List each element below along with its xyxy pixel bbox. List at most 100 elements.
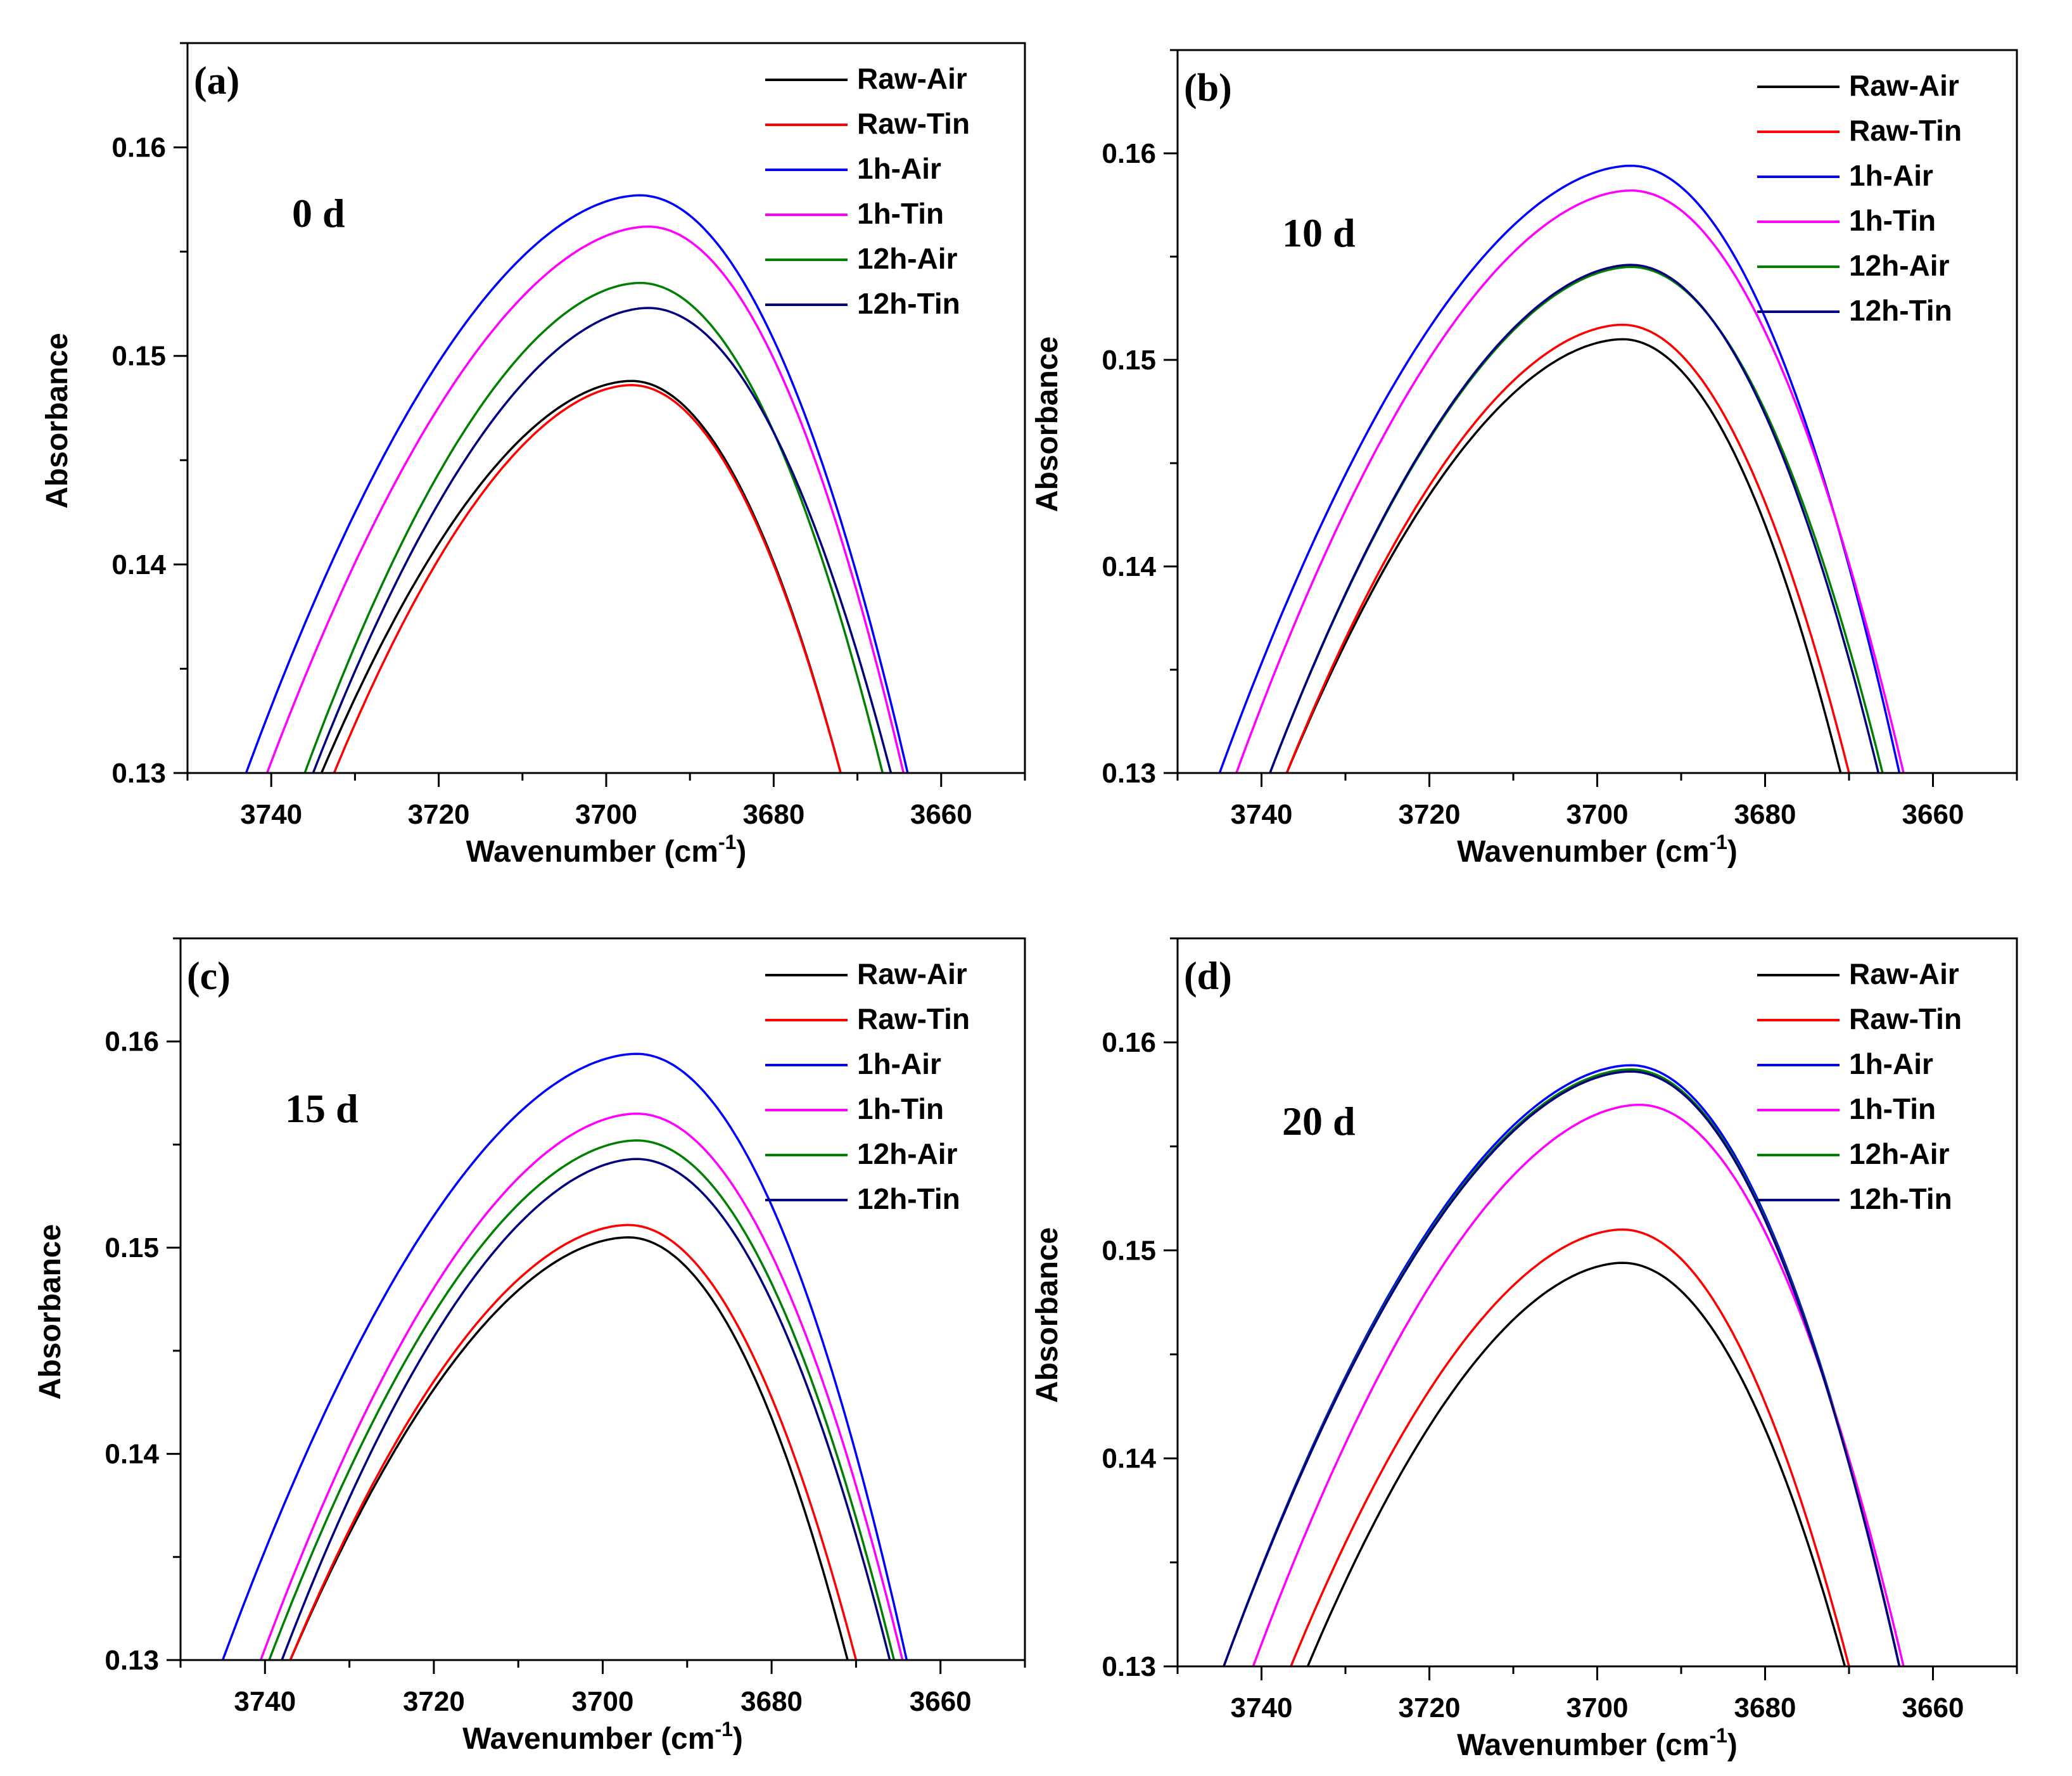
series-line-raw-tin bbox=[333, 384, 842, 773]
x-tick-label: 3660 bbox=[910, 799, 972, 830]
x-tick-label: 3680 bbox=[740, 1686, 803, 1717]
x-tick-label: 3700 bbox=[1567, 1692, 1629, 1723]
y-tick-label: 0.14 bbox=[111, 549, 166, 580]
legend: Raw-Air Raw-Tin 1h-Air 1h-Tin 12h-Air 12h-Tin bbox=[765, 62, 970, 320]
legend-label: Raw-Tin bbox=[857, 1002, 970, 1035]
legend-label: 12h-Tin bbox=[1849, 294, 1952, 327]
x-tick-label: 3740 bbox=[234, 1686, 296, 1717]
x-axis-title-superscript: -1 bbox=[1709, 1724, 1727, 1747]
x-tick-label: 3740 bbox=[1231, 799, 1293, 830]
series-line-1h-tin bbox=[1252, 1103, 1905, 1666]
x-axis-title: Wavenumber (cm-1) bbox=[1457, 1724, 1738, 1762]
y-axis-title: Absorbance bbox=[1031, 1227, 1064, 1403]
y-axis-title: Absorbance bbox=[41, 333, 74, 508]
y-tick-label: 0.15 bbox=[1102, 345, 1156, 376]
y-tick-label: 0.14 bbox=[105, 1439, 159, 1470]
legend-label: Raw-Air bbox=[1849, 69, 1959, 102]
panel-label: (b) bbox=[1184, 67, 1232, 110]
y-tick-label: 0.13 bbox=[111, 758, 166, 789]
legend-label: 1h-Air bbox=[1849, 159, 1933, 192]
day-annotation: 0 d bbox=[292, 191, 345, 236]
series-group bbox=[245, 194, 909, 773]
y-axis-title: Absorbance bbox=[34, 1224, 67, 1400]
day-annotation: 20 d bbox=[1282, 1099, 1356, 1144]
series-line-12h-air bbox=[303, 281, 884, 773]
day-annotation: 15 d bbox=[285, 1086, 359, 1131]
plot-frame bbox=[179, 937, 1026, 1661]
legend-label: 1h-Air bbox=[1849, 1047, 1933, 1080]
series-line-12h-tin bbox=[312, 307, 893, 773]
legend-label: 1h-Tin bbox=[1849, 1092, 1936, 1125]
series-line-12h-tin bbox=[1223, 1070, 1901, 1666]
series-line-12h-air bbox=[1223, 1068, 1901, 1666]
x-tick-label: 3700 bbox=[1567, 799, 1629, 830]
legend-label: 12h-Air bbox=[857, 1137, 958, 1170]
legend-label: 12h-Air bbox=[857, 242, 958, 275]
y-tick-label: 0.16 bbox=[1102, 1027, 1156, 1058]
y-tick-label: 0.13 bbox=[105, 1645, 159, 1676]
y-tick-label: 0.14 bbox=[1102, 1443, 1156, 1474]
legend-label: Raw-Tin bbox=[857, 107, 970, 140]
panel-c: 3740 3720 3700 3680 3660 0.13 0.14 0.15 0.16 Wave… bbox=[34, 937, 1026, 1756]
x-tick-label: 3720 bbox=[408, 799, 470, 830]
y-tick-label: 0.14 bbox=[1102, 551, 1156, 582]
y-tick-label: 0.13 bbox=[1102, 1651, 1156, 1682]
legend-label: 1h-Air bbox=[857, 1047, 941, 1080]
panel-b: 3740 3720 3700 3680 3660 0.13 0.14 0.15 0.16 Wave… bbox=[1031, 49, 2018, 869]
x-tick-label: 3660 bbox=[910, 1686, 972, 1717]
x-axis-title: Wavenumber (cm-1) bbox=[462, 1718, 743, 1756]
legend-label: Raw-Air bbox=[1849, 957, 1959, 990]
panel-label: (d) bbox=[1184, 955, 1232, 998]
x-axis-title-close: ) bbox=[733, 1722, 743, 1756]
series-line-raw-air bbox=[1306, 1262, 1846, 1666]
legend-label: 1h-Air bbox=[857, 152, 941, 185]
x-axis-title-main: Wavenumber (cm bbox=[1457, 1728, 1709, 1762]
series-line-12h-tin bbox=[1269, 264, 1880, 773]
legend-label: 12h-Air bbox=[1849, 249, 1950, 282]
y-axis-title: Absorbance bbox=[1031, 336, 1064, 512]
x-axis-title-superscript: -1 bbox=[715, 1718, 732, 1741]
x-axis-title-superscript: -1 bbox=[1709, 831, 1727, 853]
x-axis-title-close: ) bbox=[1727, 835, 1738, 869]
legend-label: Raw-Tin bbox=[1849, 114, 1962, 147]
legend-label: Raw-Tin bbox=[1849, 1002, 1962, 1035]
y-tick-label: 0.15 bbox=[111, 341, 166, 372]
x-tick-label: 3660 bbox=[1902, 799, 1964, 830]
series-group bbox=[221, 1052, 908, 1660]
series-line-1h-tin bbox=[1235, 189, 1905, 773]
y-tick-label: 0.15 bbox=[1102, 1235, 1156, 1266]
y-tick-label: 0.13 bbox=[1102, 758, 1156, 789]
legend-label: 1h-Tin bbox=[857, 197, 944, 230]
series-line-raw-air bbox=[289, 1236, 849, 1660]
series-line-raw-air bbox=[1285, 338, 1842, 773]
panel-d: 3740 3720 3700 3680 3660 0.13 0.14 0.15 0.16 Wave… bbox=[1031, 937, 2018, 1762]
series-line-12h-air bbox=[1269, 265, 1884, 773]
y-tick-label: 0.15 bbox=[105, 1232, 159, 1263]
series-line-raw-tin bbox=[289, 1223, 858, 1660]
series-group bbox=[1218, 164, 1905, 773]
series-line-1h-air bbox=[1218, 164, 1901, 773]
x-tick-label: 3720 bbox=[1399, 799, 1461, 830]
panel-label: (c) bbox=[187, 955, 231, 998]
series-line-12h-tin bbox=[281, 1158, 891, 1660]
legend-label: Raw-Air bbox=[857, 957, 967, 990]
legend-label: 1h-Tin bbox=[857, 1092, 944, 1125]
legend-label: 12h-Tin bbox=[857, 287, 960, 320]
x-axis-title: Wavenumber (cm-1) bbox=[466, 831, 747, 869]
series-line-12h-air bbox=[268, 1139, 896, 1660]
x-tick-label: 3660 bbox=[1902, 1692, 1964, 1723]
x-tick-label: 3680 bbox=[1734, 1692, 1796, 1723]
series-line-1h-air bbox=[245, 194, 909, 773]
legend: Raw-Air Raw-Tin 1h-Air 1h-Tin 12h-Air 12h-Tin bbox=[1757, 957, 1962, 1215]
day-annotation: 10 d bbox=[1282, 210, 1356, 255]
series-line-raw-tin bbox=[1285, 323, 1850, 773]
x-tick-label: 3700 bbox=[572, 1686, 634, 1717]
x-tick-label: 3680 bbox=[1734, 799, 1796, 830]
x-tick-label: 3700 bbox=[575, 799, 637, 830]
legend-label: 12h-Tin bbox=[857, 1182, 960, 1215]
legend: Raw-Air Raw-Tin 1h-Air 1h-Tin 12h-Air 12h-Tin bbox=[765, 957, 970, 1215]
series-line-raw-tin bbox=[1290, 1228, 1850, 1666]
y-tick-label: 0.16 bbox=[1102, 138, 1156, 169]
y-tick-label: 0.16 bbox=[111, 132, 166, 163]
